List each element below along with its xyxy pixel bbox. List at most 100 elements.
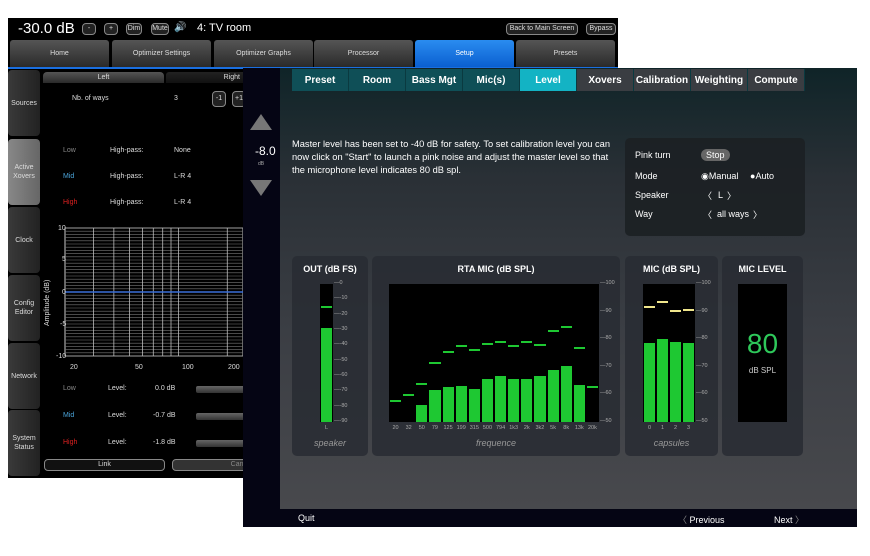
previous-button[interactable]: 〈 Previous [678,513,725,526]
meter-bar [321,328,332,422]
meter-bar [521,378,533,422]
instructions-text: Master level has been set to -40 dB for … [292,139,610,175]
category-label: 199 [456,425,466,431]
xover-graph [64,227,243,357]
way-prev-icon[interactable]: 〈 [703,210,713,220]
speaker-value: L [718,190,724,200]
master-up-icon[interactable] [250,114,272,130]
level-value-high: -1.8 dB [153,439,176,446]
stop-button[interactable]: Stop [701,149,730,161]
category-label: 79 [431,425,438,431]
category-label: 315 [469,425,479,431]
nav-home[interactable]: Home [10,40,109,67]
peak-marker [495,340,507,343]
nav-presets[interactable]: Presets [516,40,615,67]
tab-calibration[interactable]: Calibration [634,69,691,91]
level-slider-mid[interactable] [196,413,246,420]
filter-value-low[interactable]: None [174,147,191,154]
sidebar-config-editor[interactable]: Config Editor [8,275,40,341]
way-next-icon[interactable]: 〉 [753,210,763,220]
nav-setup[interactable]: Setup [415,40,514,67]
mode-manual-radio[interactable]: ◉Manual [701,171,738,182]
peak-marker [547,329,559,332]
out-meter-title: OUT (dB FS) [303,264,357,274]
peak-marker [429,362,441,365]
sidebar-clock[interactable]: Clock [8,207,40,273]
nav-optimizer-graphs[interactable]: Optimizer Graphs [214,40,313,67]
y-tick-label: —50 [696,418,708,424]
mode-auto-radio[interactable]: ●Auto [750,171,774,181]
master-level-unit: dB [258,161,265,167]
meter-bar [644,343,655,422]
ways-minus-button[interactable]: -1 [212,91,226,107]
level-slider-high[interactable] [196,440,246,447]
x-tick: 200 [228,364,240,371]
sidebar-sources[interactable]: Sources [8,70,40,136]
sidebar-system-status[interactable]: System Status [8,410,40,476]
meter-bar [657,339,668,422]
bypass-button[interactable]: Bypass [586,23,616,35]
peak-marker [481,342,493,345]
tab-mics[interactable]: Mic(s) [463,69,520,91]
sidebar-network[interactable]: Network [8,343,40,409]
tab-compute[interactable]: Compute [748,69,805,91]
top-bar: -30.0 dB - + Dim Mute 🔊 4: TV room Back … [8,18,618,40]
peak-marker [508,344,520,347]
level-value-low: 0.0 dB [155,385,176,392]
nav-optimizer-settings[interactable]: Optimizer Settings [112,40,211,67]
quit-button[interactable]: Quit [298,513,315,523]
y-tick-label: —90 [600,307,612,314]
mic-level-panel: MIC LEVEL 80 dB SPL [722,256,803,456]
tab-xovers[interactable]: Xovers [577,69,634,91]
y-tick-label: —0 [334,280,343,286]
tab-weighting[interactable]: Weighting [691,69,748,91]
back-to-main-button[interactable]: Back to Main Screen [506,23,578,35]
tab-preset[interactable]: Preset [292,69,349,91]
dim-button[interactable]: Dim [126,23,142,35]
room-name: 4: TV room [197,22,252,34]
nav-processor[interactable]: Processor [314,40,413,67]
volume-down-button[interactable]: - [82,23,96,35]
filter-value-mid[interactable]: L-R 4 [174,173,192,180]
next-button[interactable]: Next 〉 [774,513,804,526]
volume-up-button[interactable]: + [104,23,118,35]
y-tick: 5 [62,256,66,263]
y-tick-label: —50 [600,418,612,424]
category-label: 125 [443,425,453,431]
tab-bass-mgt[interactable]: Bass Mgt [406,69,463,91]
rta-caption: frequence [475,438,517,448]
x-tick: 100 [182,364,194,371]
speaker-next-icon[interactable]: 〉 [727,191,737,201]
tab-level[interactable]: Level [520,69,577,91]
y-tick-label: —60 [600,390,612,397]
mute-button[interactable]: Mute [151,23,169,35]
rta-title: RTA MIC (dB SPL) [457,264,535,274]
out-meter-caption: speaker [313,438,347,448]
category-label: 32 [405,425,412,431]
category-label: 0 [647,425,652,431]
speaker-prev-icon[interactable]: 〈 [703,191,713,201]
master-down-icon[interactable] [250,180,272,196]
radio-icon: ● [750,171,756,181]
category-label: 13k [574,425,584,431]
category-label: 20k [588,425,597,431]
front-window: -8.0 dB Preset Room Bass Mgt Mic(s) Leve… [243,68,857,527]
sidebar-active-xovers[interactable]: Active Xovers [8,139,40,205]
peak-marker [586,386,598,389]
category-label: 50 [418,425,425,431]
y-tick-label: —-60 [334,372,348,378]
x-tick: 20 [70,364,78,371]
previous-label: Previous [689,515,725,525]
tab-left-channel[interactable]: Left [43,72,164,83]
way-label: Way [635,209,653,219]
tab-room[interactable]: Room [349,69,406,91]
tab-right-channel[interactable]: Right [166,72,246,83]
y-tick-label: —-80 [334,402,348,409]
link-button[interactable]: Link [44,459,165,471]
meter-bar [547,369,559,422]
next-label: Next [774,515,793,525]
filter-value-high[interactable]: L-R 4 [174,199,192,206]
mode-manual-label: Manual [708,171,739,181]
cancel-button[interactable]: Canc [172,459,252,471]
level-slider-low[interactable] [196,386,246,393]
